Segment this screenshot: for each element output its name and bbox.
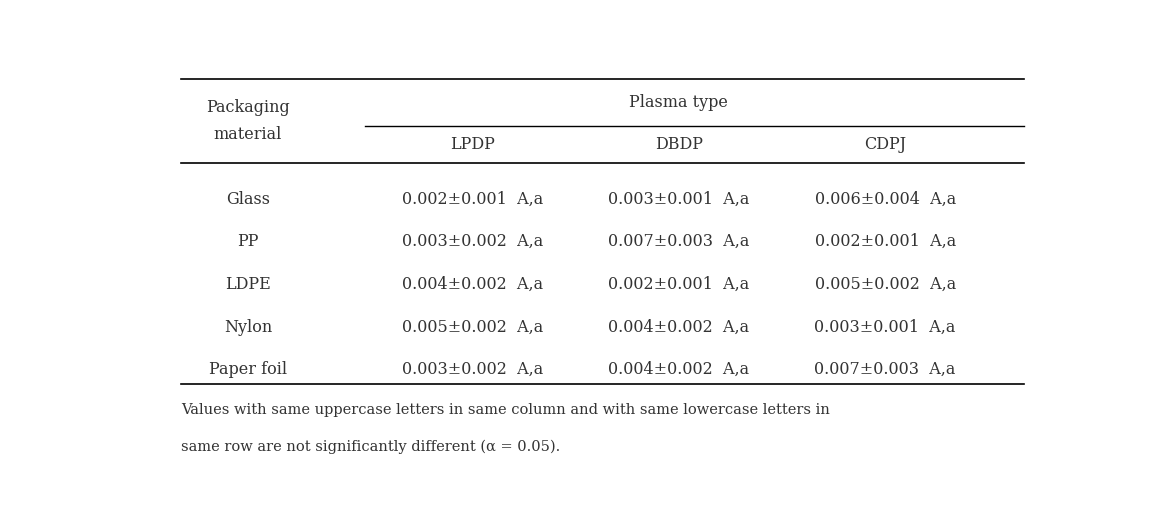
Text: 0.003±0.001  A,a: 0.003±0.001 A,a — [814, 318, 955, 336]
Text: 0.004±0.002  A,a: 0.004±0.002 A,a — [402, 276, 543, 293]
Text: 0.002±0.001  A,a: 0.002±0.001 A,a — [608, 276, 749, 293]
Text: LPDP: LPDP — [449, 136, 494, 153]
Text: Plasma type: Plasma type — [629, 94, 728, 111]
Text: same row are not significantly different (α = 0.05).: same row are not significantly different… — [181, 440, 560, 454]
Text: 0.004±0.002  A,a: 0.004±0.002 A,a — [608, 318, 749, 336]
Text: PP: PP — [237, 233, 258, 250]
Text: Values with same uppercase letters in same column and with same lowercase letter: Values with same uppercase letters in sa… — [181, 403, 829, 417]
Text: 0.002±0.001  A,a: 0.002±0.001 A,a — [402, 191, 543, 208]
Text: Packaging
material: Packaging material — [206, 99, 290, 143]
Text: 0.006±0.004  A,a: 0.006±0.004 A,a — [814, 191, 955, 208]
Text: 0.003±0.002  A,a: 0.003±0.002 A,a — [402, 233, 543, 250]
Text: Nylon: Nylon — [223, 318, 272, 336]
Text: 0.007±0.003  A,a: 0.007±0.003 A,a — [608, 233, 749, 250]
Text: CDPJ: CDPJ — [864, 136, 907, 153]
Text: 0.005±0.002  A,a: 0.005±0.002 A,a — [814, 276, 955, 293]
Text: 0.005±0.002  A,a: 0.005±0.002 A,a — [402, 318, 543, 336]
Text: 0.003±0.001  A,a: 0.003±0.001 A,a — [608, 191, 749, 208]
Text: 0.007±0.003  A,a: 0.007±0.003 A,a — [814, 361, 955, 378]
Text: DBDP: DBDP — [654, 136, 703, 153]
Text: 0.004±0.002  A,a: 0.004±0.002 A,a — [608, 361, 749, 378]
Text: Glass: Glass — [226, 191, 270, 208]
Text: 0.002±0.001  A,a: 0.002±0.001 A,a — [814, 233, 955, 250]
Text: Paper foil: Paper foil — [208, 361, 287, 378]
Text: 0.003±0.002  A,a: 0.003±0.002 A,a — [402, 361, 543, 378]
Text: LDPE: LDPE — [225, 276, 271, 293]
